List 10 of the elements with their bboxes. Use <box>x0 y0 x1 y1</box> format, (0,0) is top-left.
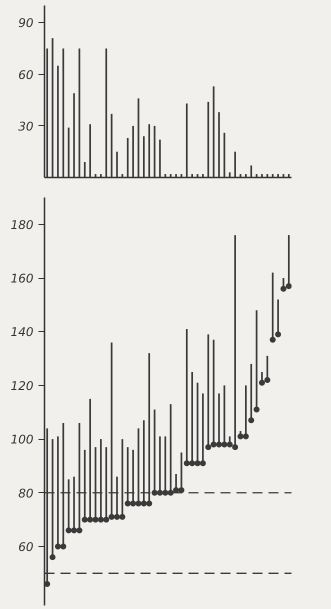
y-tick-label: 30 <box>18 119 34 134</box>
y-tick-label: 100 <box>10 432 34 447</box>
y-tick-label: 60 <box>18 68 34 82</box>
y-tick-label: 180 <box>10 218 34 232</box>
y-tick-label: 90 <box>18 16 34 30</box>
y-tick-label: 60 <box>18 540 34 554</box>
y-tick-label: 80 <box>18 486 34 500</box>
y-tick-label: 140 <box>10 325 34 340</box>
y-tick-label: 120 <box>10 378 34 393</box>
y-tick-label: 160 <box>10 272 34 286</box>
